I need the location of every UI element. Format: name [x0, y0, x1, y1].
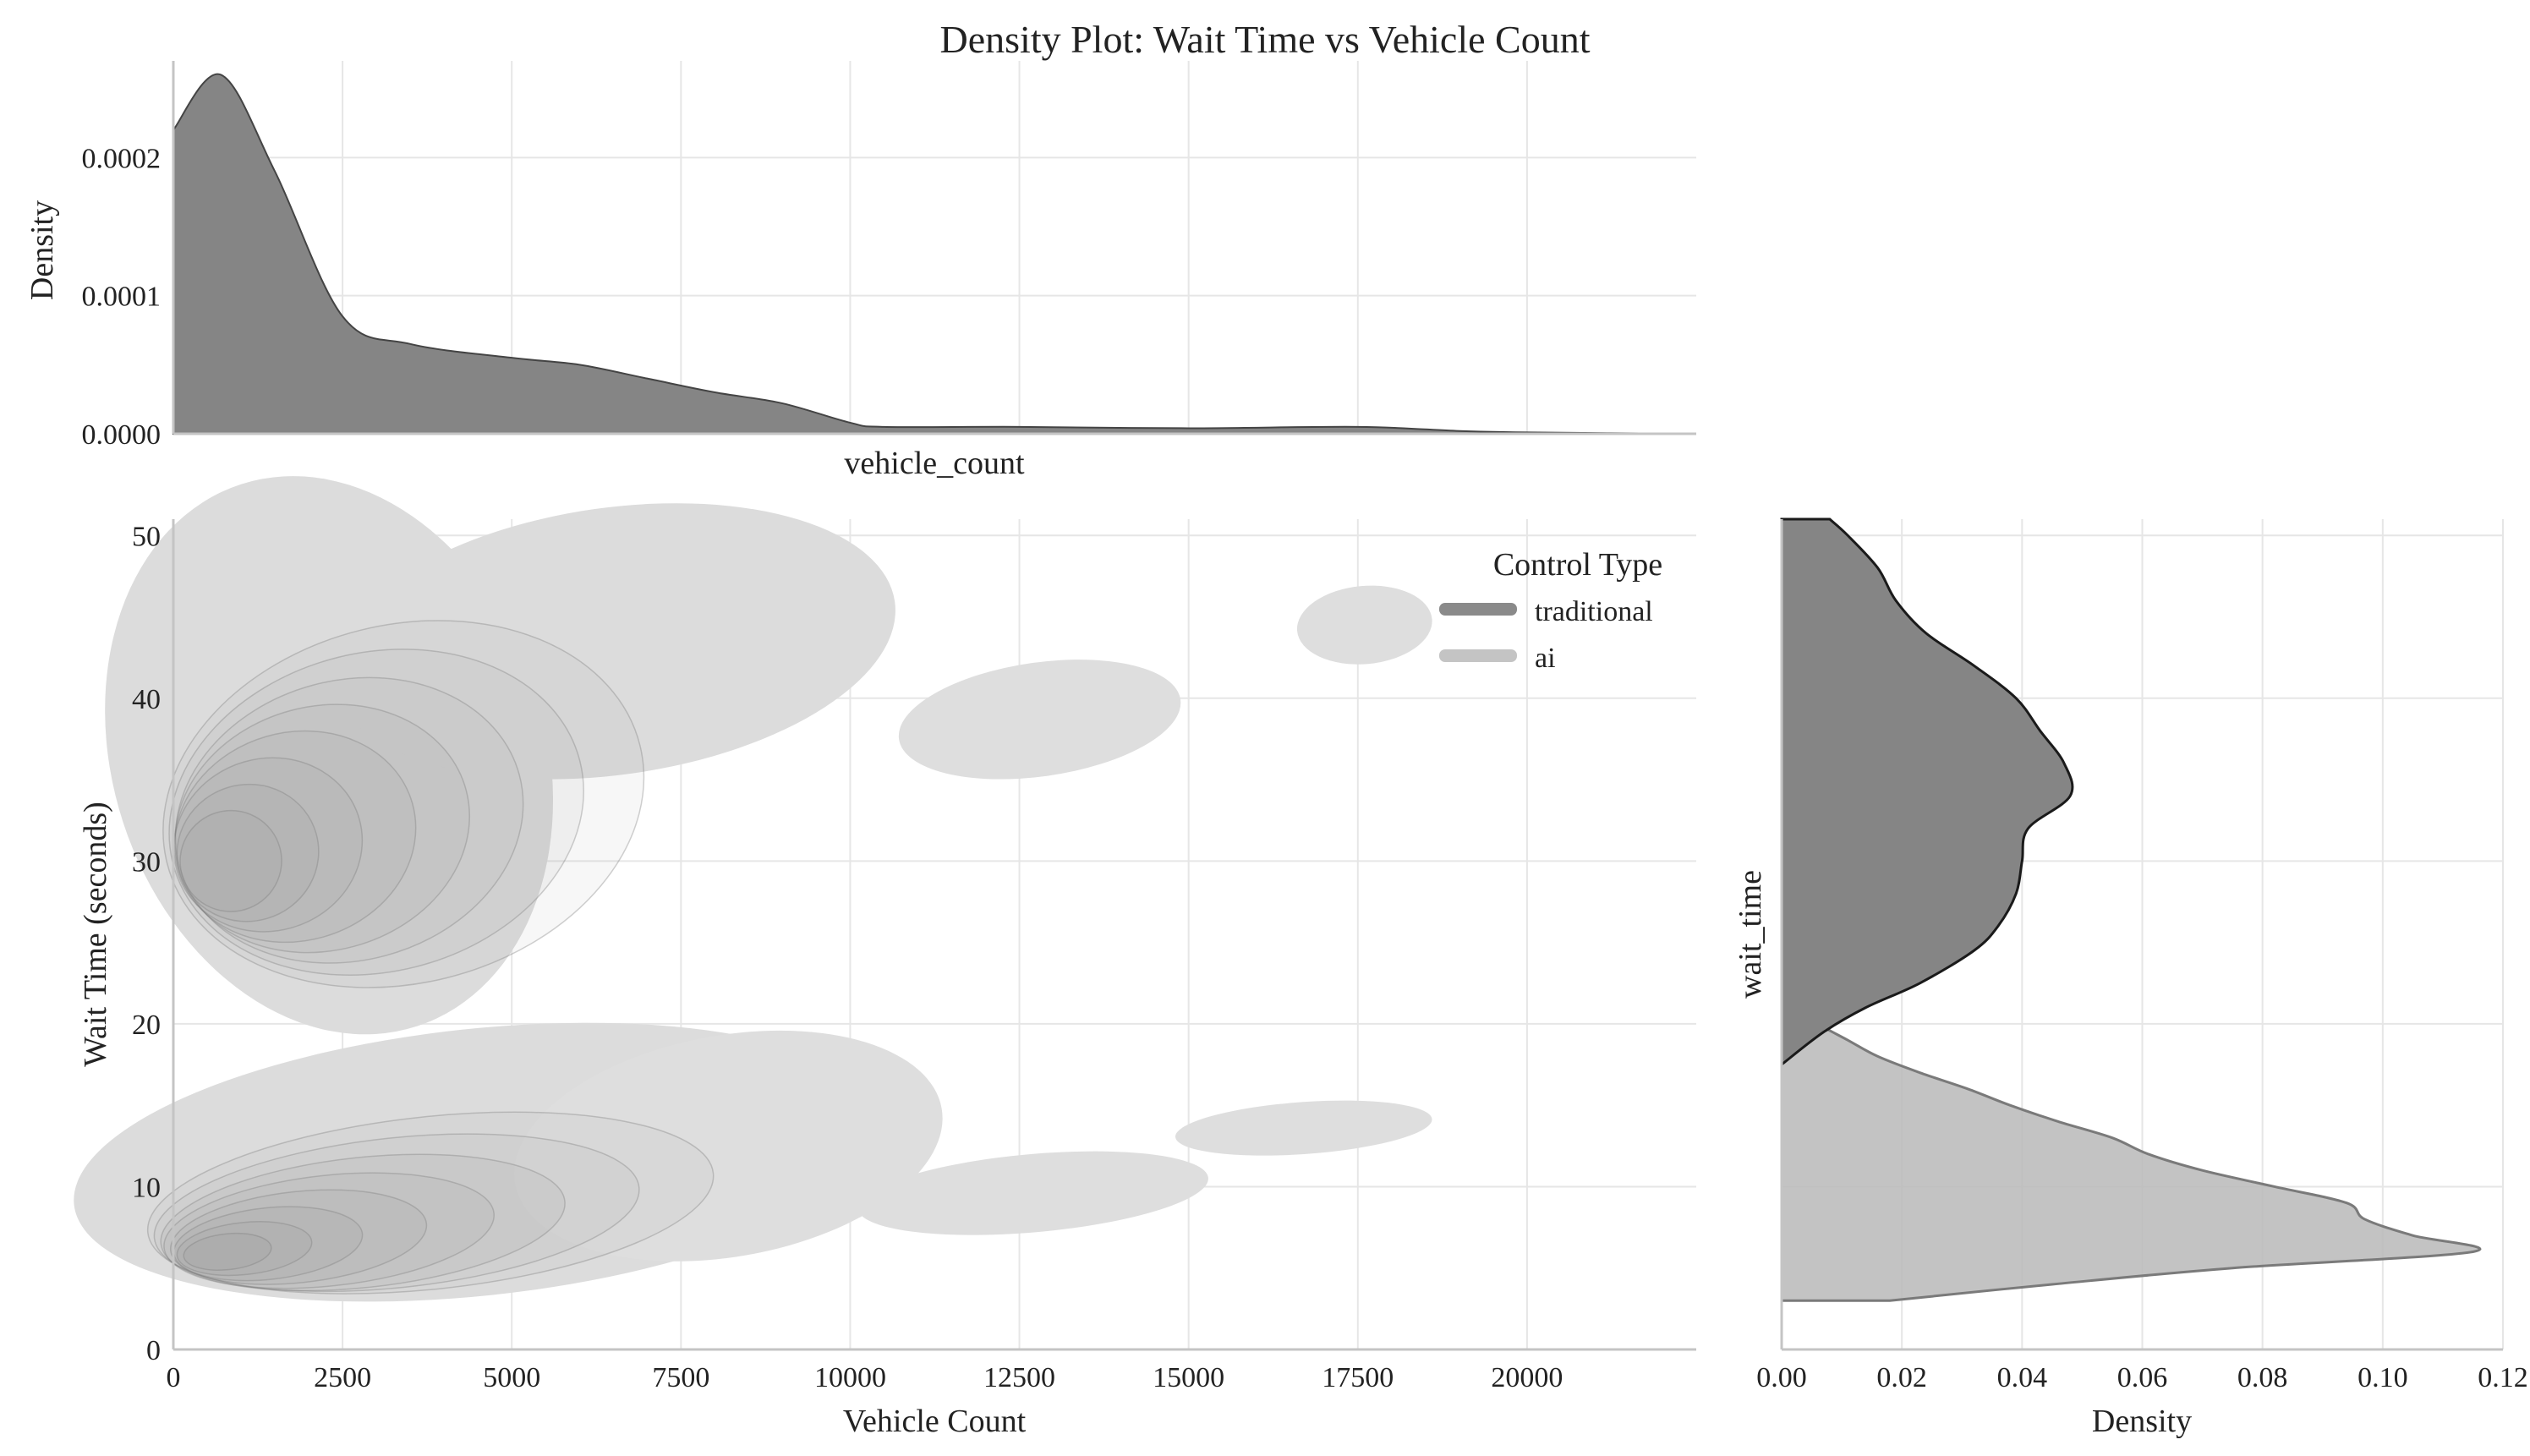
- main-x-ticks: 0 2500 5000 7500 10000 12500 15000 17500 20000: [167, 1362, 1563, 1393]
- kde-level-ai: [146, 1111, 715, 1295]
- right-x-tick-label: 0.12: [2478, 1362, 2528, 1393]
- kde-level-traditional: [173, 730, 417, 944]
- kde-level-traditional: [174, 703, 471, 954]
- kde-island-traditional: [1296, 585, 1432, 665]
- kde-island-traditional: [898, 660, 1181, 780]
- main-y-tick-label: 40: [132, 684, 161, 715]
- main-x-tick-label: 5000: [483, 1362, 540, 1393]
- right-x-tick-label: 0.02: [1876, 1362, 1927, 1393]
- legend: Control Type traditional ai: [1439, 547, 1662, 674]
- right-x-ticks: 0.00 0.02 0.04 0.06 0.08 0.10 0.12: [1756, 1362, 2528, 1393]
- main-x-tick-label: 0: [167, 1362, 181, 1393]
- right-density-areas: [1780, 517, 2482, 1302]
- right-x-label: Density: [2092, 1404, 2192, 1439]
- kde-level-traditional: [174, 676, 524, 964]
- kde-level-ai: [169, 1189, 428, 1285]
- legend-label-traditional: traditional: [1535, 596, 1653, 627]
- right-x-tick-label: 0.00: [1756, 1362, 1807, 1393]
- top-y-tick-label: 0.0001: [82, 282, 162, 313]
- main-y-tick-label: 10: [132, 1172, 161, 1203]
- right-marginal: 0.00 0.02 0.04 0.06 0.08 0.10 0.12 Density wai…: [1733, 517, 2528, 1439]
- kde-level-ai: [183, 1232, 272, 1271]
- kde-level-traditional: [176, 783, 320, 922]
- legend-label-ai: ai: [1535, 643, 1556, 674]
- top-y-tick-label: 0.0000: [82, 419, 162, 451]
- main-x-label: Vehicle Count: [843, 1404, 1027, 1439]
- main-x-tick-label: 10000: [814, 1362, 886, 1393]
- main-x-tick-label: 2500: [314, 1362, 371, 1393]
- main-panel: 0 2500 5000 7500 10000 12500 15000 17500 20000 0…: [74, 476, 1696, 1439]
- main-y-tick-label: 30: [132, 846, 161, 878]
- main-y-tick-label: 20: [132, 1010, 161, 1041]
- main-y-ticks: 0 10 20 30 40 50: [132, 521, 161, 1366]
- kde-level-traditional: [179, 809, 282, 912]
- main-y-tick-label: 50: [132, 521, 161, 552]
- kde-level-ai: [163, 1172, 496, 1289]
- top-y-label: Density: [25, 200, 60, 300]
- kde-level-ai: [160, 1153, 566, 1292]
- legend-title: Control Type: [1493, 547, 1662, 583]
- kde-level-traditional: [162, 620, 645, 988]
- top-y-ticks: 0.0000 0.0001 0.0002: [82, 143, 162, 451]
- right-x-tick-label: 0.04: [1997, 1362, 2048, 1393]
- right-density-ai: [1780, 1006, 2482, 1302]
- right-x-tick-label: 0.06: [2117, 1362, 2168, 1393]
- kde-island-ai: [1175, 1100, 1432, 1156]
- main-x-tick-label: 12500: [983, 1362, 1055, 1393]
- main-x-tick-label: 15000: [1153, 1362, 1224, 1393]
- kde-region-traditional-outer: [331, 503, 895, 780]
- legend-swatch-traditional: [1439, 603, 1517, 616]
- right-density-traditional: [1780, 517, 2074, 1068]
- kde-region-ai-outer: [514, 1030, 943, 1262]
- kde-island-ai: [857, 1151, 1208, 1235]
- main-y-label: Wait Time (seconds): [78, 802, 113, 1067]
- legend-swatch-ai: [1439, 649, 1517, 662]
- kde-contours: [74, 476, 1432, 1302]
- main-x-tick-label: 17500: [1322, 1362, 1394, 1393]
- kde-level-ai: [153, 1133, 640, 1293]
- right-x-tick-label: 0.10: [2358, 1362, 2408, 1393]
- top-density-area: [172, 73, 1697, 435]
- kde-level-traditional: [172, 757, 364, 933]
- main-y-tick-label: 0: [146, 1335, 161, 1366]
- kde-level-ai: [176, 1221, 313, 1277]
- main-x-tick-label: 20000: [1491, 1362, 1563, 1393]
- right-y-label: wait_time: [1733, 870, 1768, 999]
- top-x-label: vehicle_count: [844, 446, 1025, 481]
- right-x-tick-label: 0.08: [2237, 1362, 2288, 1393]
- top-marginal: 0.0000 0.0001 0.0002 Density vehicle_count: [25, 61, 1697, 481]
- chart-title: Density Plot: Wait Time vs Vehicle Count: [940, 18, 1591, 61]
- main-x-tick-label: 7500: [652, 1362, 709, 1393]
- top-y-tick-label: 0.0002: [82, 143, 162, 174]
